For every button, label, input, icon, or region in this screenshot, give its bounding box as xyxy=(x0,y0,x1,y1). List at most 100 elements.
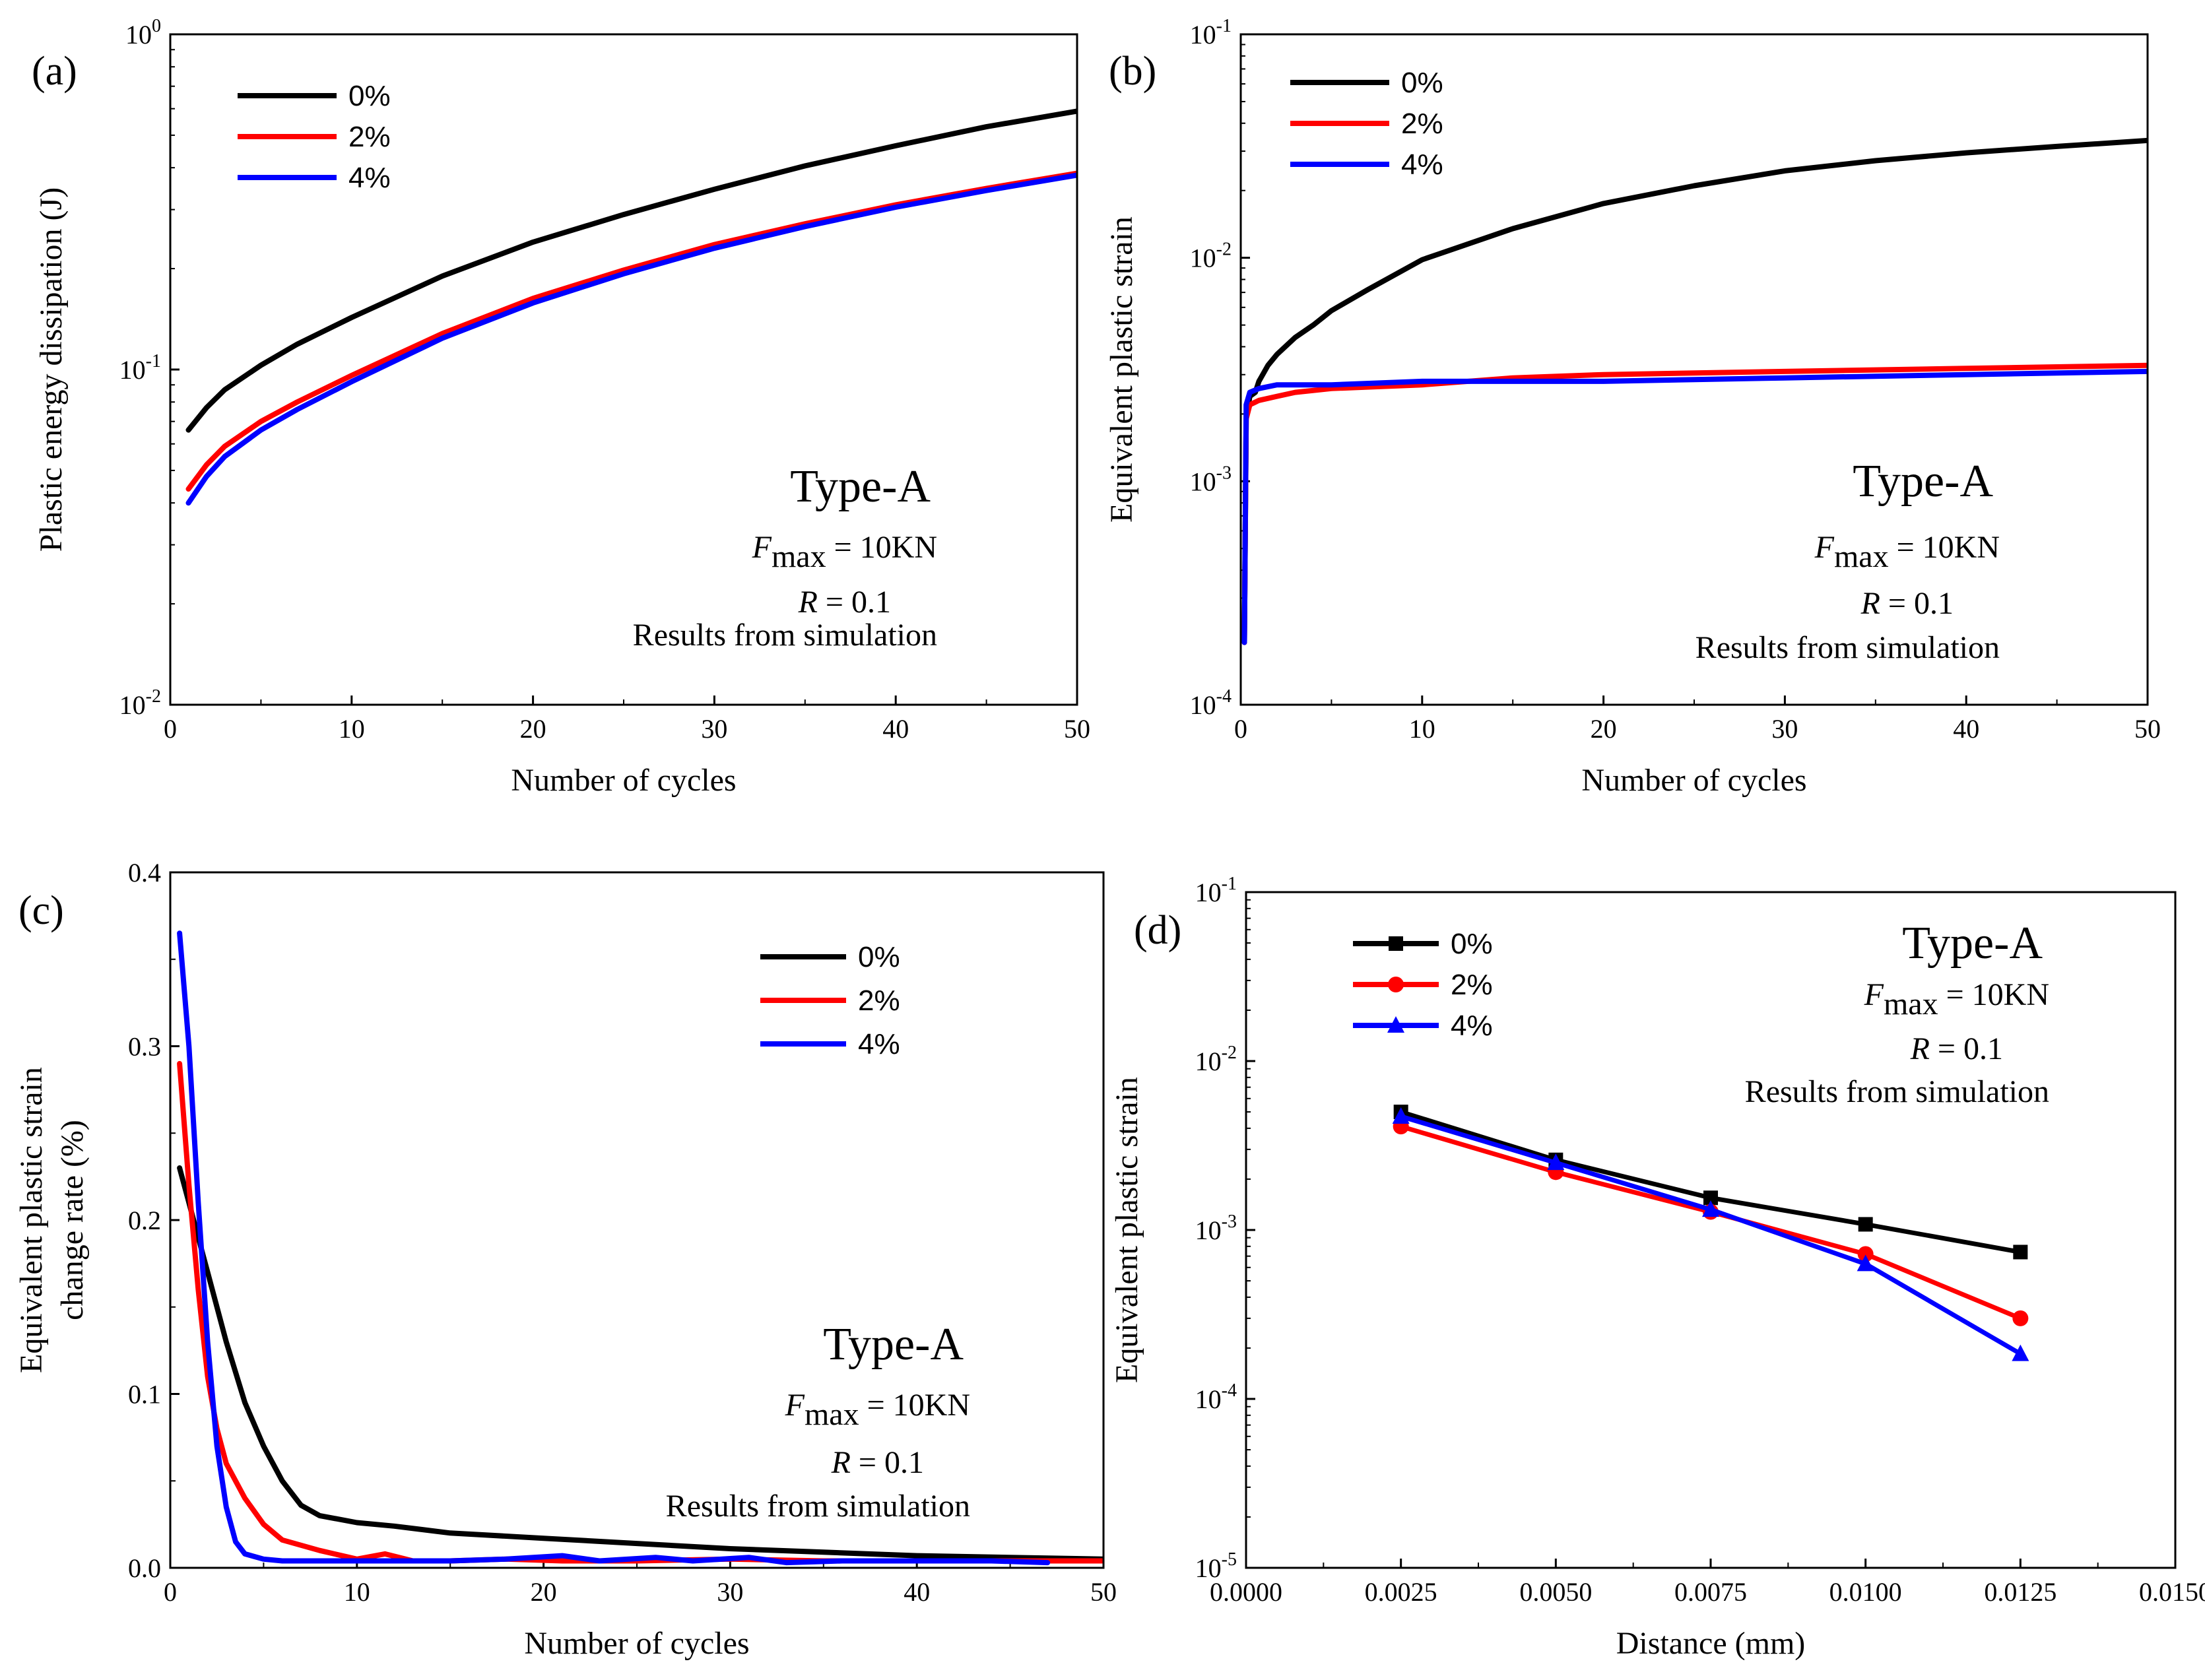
annotation-r: R = 0.1 xyxy=(798,585,891,620)
x-axis-label: Number of cycles xyxy=(524,1626,749,1661)
y-axis-label: Equivalent plastic strain change rate (%) xyxy=(14,1067,90,1373)
x-tick-label: 0.0000 xyxy=(1210,1577,1282,1607)
annotation-title: Type-A xyxy=(790,461,931,512)
panel-label: (c) xyxy=(18,888,64,933)
annotation-note: Results from simulation xyxy=(1695,630,2000,665)
y-tick-label: 10-3 xyxy=(1190,463,1232,496)
x-axis-label: Distance (mm) xyxy=(1616,1626,1806,1661)
x-tick-label: 0 xyxy=(164,1577,177,1607)
legend-entry: 4% xyxy=(1451,1010,1493,1042)
x-tick-label: 0.0150 xyxy=(2139,1577,2205,1607)
annotation-fmax: Fmax = 10KN xyxy=(752,530,937,574)
legend: 0% 2% 4% xyxy=(1353,928,1493,1042)
panel-label: (d) xyxy=(1134,908,1181,953)
y-tick-label: 10-5 xyxy=(1195,1549,1237,1583)
x-tick-label: 40 xyxy=(1953,714,1979,744)
series-line-2pct xyxy=(1241,362,2148,645)
annotation-r: R = 0.1 xyxy=(831,1445,924,1480)
x-tick-label: 30 xyxy=(1771,714,1798,744)
y-tick-label: 0.4 xyxy=(128,858,161,888)
data-point xyxy=(2013,1244,2028,1260)
x-tick-label: 50 xyxy=(1064,714,1090,744)
plot-frame xyxy=(169,871,1105,1569)
legend-marker xyxy=(1387,1016,1404,1033)
data-point xyxy=(1547,1153,1565,1171)
series-line-4pct xyxy=(177,930,1051,1566)
y-tick-label: 0.2 xyxy=(128,1206,161,1235)
y-tick-label: 10-4 xyxy=(1195,1380,1237,1414)
series-line-4pct xyxy=(185,172,1077,506)
legend-marker xyxy=(1389,936,1403,951)
x-tick-label: 0.0050 xyxy=(1519,1577,1592,1607)
plot-frame xyxy=(1239,33,2149,706)
y-tick-label: 10-4 xyxy=(1190,686,1232,720)
x-tick-label: 0 xyxy=(1234,714,1247,744)
data-point xyxy=(1703,1190,1718,1206)
y-axis-label-line: Equivalent plastic strain xyxy=(14,1067,49,1373)
y-axis-label: Plastic energy dissipation (J) xyxy=(34,187,69,552)
data-point xyxy=(1857,1254,1874,1272)
annotation-fmax: Fmax = 10KN xyxy=(1814,530,2000,574)
chart-panel-3: (c) 0 10 20 30 40 50 0.0 0.1 0.2 0.3 0.4 Number of c… xyxy=(14,858,1117,1661)
legend-entry: 0% xyxy=(348,80,391,112)
y-axis-label-line: change rate (%) xyxy=(55,1120,90,1320)
x-tick-label: 0.0125 xyxy=(1984,1577,2057,1607)
x-tick-label: 20 xyxy=(1591,714,1617,744)
y-tick-label: 0.3 xyxy=(128,1032,161,1062)
annotation-fmax: Fmax = 10KN xyxy=(785,1388,970,1432)
series-line-2pct xyxy=(1399,1124,2023,1321)
y-tick-label: 10-1 xyxy=(1195,874,1237,907)
series-line-0pct xyxy=(1399,1109,2023,1254)
x-tick-label: 30 xyxy=(701,714,727,744)
y-tick-label: 10-3 xyxy=(1195,1212,1237,1245)
legend-entry: 2% xyxy=(1451,969,1493,1001)
annotation-r: R = 0.1 xyxy=(1910,1031,2003,1066)
y-tick-label: 10-1 xyxy=(119,351,161,385)
x-tick-label: 30 xyxy=(717,1577,743,1607)
series-line-0pct xyxy=(177,1165,1103,1562)
x-tick-label: 20 xyxy=(520,714,546,744)
x-tick-label: 0.0025 xyxy=(1365,1577,1437,1607)
annotation-title: Type-A xyxy=(1853,456,1993,507)
chart-panel-2: (b) 0 10 20 30 40 50 10-4 10-3 10-2 10-1 Number of … xyxy=(1104,16,2161,798)
x-axis-label: Number of cycles xyxy=(1581,763,1806,798)
data-point xyxy=(1392,1107,1410,1124)
x-tick-label: 20 xyxy=(531,1577,557,1607)
x-axis-label: Number of cycles xyxy=(511,763,736,798)
x-tick-label: 10 xyxy=(344,1577,370,1607)
annotation-fmax: Fmax = 10KN xyxy=(1864,977,2049,1021)
y-tick-label: 10-2 xyxy=(1190,240,1232,273)
annotation-title: Type-A xyxy=(1902,918,2043,969)
x-tick-label: 40 xyxy=(882,714,909,744)
data-point xyxy=(2012,1310,2029,1326)
y-tick-label: 100 xyxy=(125,16,161,49)
plot-frame xyxy=(169,33,1078,706)
y-tick-label: 0.0 xyxy=(128,1553,161,1583)
y-tick-label: 10-2 xyxy=(1195,1043,1237,1076)
series-line-2pct xyxy=(177,1060,1103,1564)
x-tick-label: 50 xyxy=(2134,714,2161,744)
chart-panel-4: (d) 0.0000 0.0025 0.0050 0.0075 0.0100 0.0125 0… xyxy=(1109,874,2205,1661)
data-point xyxy=(1858,1217,1873,1232)
legend-entry: 4% xyxy=(348,162,391,194)
annotation-note: Results from simulation xyxy=(633,618,937,653)
panel-label: (b) xyxy=(1109,49,1156,94)
data-point xyxy=(1702,1200,1719,1217)
legend-entry: 2% xyxy=(348,121,391,153)
x-tick-label: 10 xyxy=(339,714,365,744)
x-tick-label: 40 xyxy=(904,1577,930,1607)
legend-entry: 0% xyxy=(1401,67,1443,99)
y-axis-label: Equivalent plastic strain xyxy=(1109,1077,1144,1383)
series-line-4pct xyxy=(1241,368,2148,645)
annotation-title: Type-A xyxy=(823,1319,964,1370)
legend: 0% 2% 4% xyxy=(1290,67,1443,181)
x-tick-label: 50 xyxy=(1090,1577,1117,1607)
data-point xyxy=(1857,1246,1874,1262)
legend-entry: 2% xyxy=(1401,108,1443,140)
panel-label: (a) xyxy=(32,49,77,94)
